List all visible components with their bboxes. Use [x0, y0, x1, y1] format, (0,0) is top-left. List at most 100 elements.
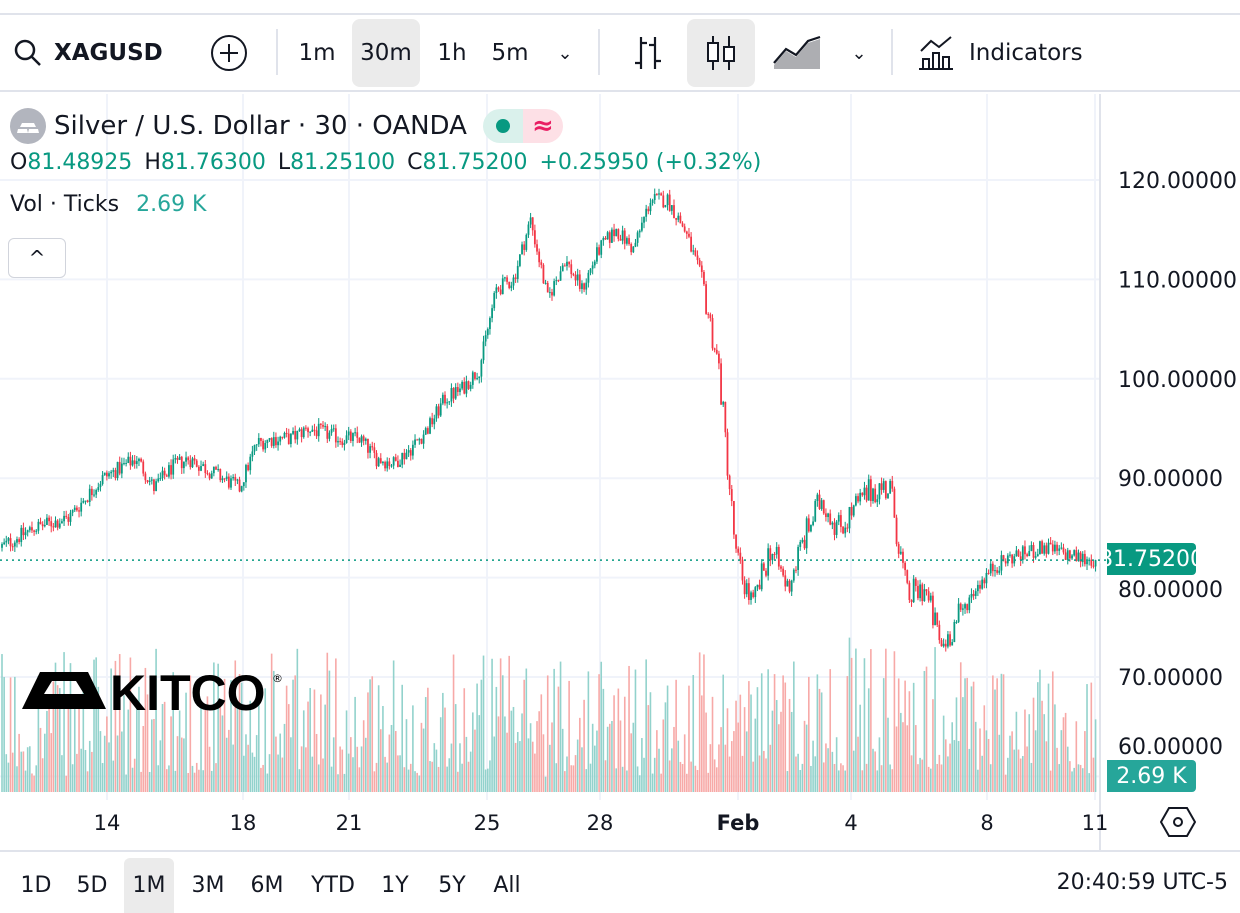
candle-body [929, 595, 932, 601]
candle-body [606, 232, 609, 240]
area-style-button[interactable] [768, 19, 826, 87]
candle-body [476, 378, 478, 380]
candle-body [1088, 559, 1091, 562]
candle-body [11, 546, 14, 548]
candle-body [876, 499, 879, 503]
candle-body [632, 246, 635, 253]
candle-body [593, 261, 596, 266]
volume-bar [266, 773, 269, 792]
time-axis-label: 8 [980, 811, 993, 835]
volume-bar [977, 769, 979, 792]
volume-bar [65, 775, 68, 792]
volume-bar [442, 692, 444, 792]
indicators-button[interactable]: Indicators [915, 19, 1105, 87]
volume-bar [112, 760, 115, 792]
volume-bar [491, 658, 493, 792]
candle-body [168, 465, 170, 477]
volume-bar [880, 765, 883, 792]
volume-bar [679, 761, 682, 792]
volume-bar [463, 688, 466, 792]
interval-dropdown[interactable]: ⌄ [545, 19, 585, 87]
candle-body [411, 444, 414, 456]
candle-body [867, 479, 870, 501]
candle-body [486, 329, 489, 336]
interval-5m[interactable]: 5m [491, 40, 529, 66]
volume-bar [298, 769, 301, 792]
range-6m[interactable]: 6M [250, 873, 284, 898]
top-toolbar: XAGUSD 1m 30m 1h 5m ⌄ ⌄ Indicators [0, 15, 1240, 92]
collapse-legend-button[interactable]: ^ [8, 238, 66, 278]
volume-bar [514, 742, 517, 792]
interval-1m[interactable]: 1m [298, 40, 336, 66]
candle-body [82, 500, 85, 503]
volume-bar [129, 657, 132, 792]
range-1m[interactable]: 1M [124, 858, 174, 913]
symbol-search-button[interactable]: XAGUSD [8, 19, 168, 87]
candle-body [379, 458, 382, 464]
candle-body [814, 500, 817, 522]
volume-bar [793, 661, 795, 792]
candle-body [142, 461, 145, 474]
volume-bar [324, 704, 326, 792]
range-5d[interactable]: 5D [76, 873, 108, 898]
candle-body [322, 424, 324, 427]
volume-bar [155, 648, 157, 792]
volume-bar [58, 688, 61, 792]
volume-label: Vol · Ticks [10, 192, 120, 217]
volume-bar [955, 697, 958, 792]
volume-bar [730, 741, 733, 792]
candle-body [951, 642, 954, 646]
volume-bar [397, 755, 399, 792]
volume-tag: 2.69 K [1107, 760, 1196, 792]
interval-30m[interactable]: 30m [352, 19, 420, 87]
candles-style-button[interactable] [687, 19, 755, 87]
volume-bar [258, 696, 260, 792]
volume-bar [1039, 669, 1041, 792]
range-1d[interactable]: 1D [20, 873, 52, 898]
compare-symbol-button[interactable] [205, 19, 253, 87]
volume-bar [1007, 757, 1009, 792]
range-1y[interactable]: 1Y [381, 873, 409, 898]
volume-bar [1060, 730, 1063, 792]
market-status[interactable]: ≈ [482, 109, 563, 143]
candles-icon [707, 36, 735, 70]
volume-bar [906, 725, 909, 792]
candle-body [268, 438, 271, 440]
interval-1h[interactable]: 1h [437, 40, 467, 66]
range-ytd[interactable]: YTD [311, 873, 355, 898]
candle-body [1006, 555, 1009, 564]
chevron-down-icon: ⌄ [851, 42, 867, 64]
candle-body [664, 205, 667, 208]
candle-body [1028, 550, 1031, 557]
chart-type-dropdown[interactable]: ⌄ [840, 19, 878, 87]
candle-body [491, 308, 493, 319]
candle-body [138, 458, 140, 462]
candle-body [692, 250, 695, 252]
candle-body [349, 431, 352, 441]
candle-body [572, 274, 575, 276]
time-axis-label: Feb [717, 811, 760, 835]
volume-bar [1028, 714, 1031, 792]
range-5y[interactable]: 5Y [438, 873, 466, 898]
volume-bar [861, 770, 864, 792]
volume-bar [206, 696, 209, 792]
volume-bar [67, 706, 70, 792]
range-3m[interactable]: 3M [191, 873, 225, 898]
volume-bar [756, 687, 759, 792]
volume-bar [720, 727, 722, 792]
bars-style-button[interactable] [620, 19, 676, 87]
candle-body [512, 277, 515, 286]
candle-body [688, 233, 690, 237]
chart-pane[interactable]: 120.00000 110.00000 100.00000 90.00000 80.00… [0, 94, 1240, 850]
clock[interactable]: 20:40:59 UTC-5 [1056, 870, 1228, 895]
price-chart[interactable]: 120.00000 110.00000 100.00000 90.00000 80.00… [0, 94, 1240, 850]
volume-bar [138, 686, 140, 792]
range-all[interactable]: All [493, 873, 521, 898]
candle-body [790, 580, 793, 592]
candle-body [279, 436, 282, 442]
volume-bar [465, 736, 468, 792]
volume-bar [1054, 704, 1056, 792]
chart-settings-button[interactable] [1159, 806, 1197, 842]
volume-bar [1030, 762, 1033, 792]
volume-bar [170, 716, 172, 792]
